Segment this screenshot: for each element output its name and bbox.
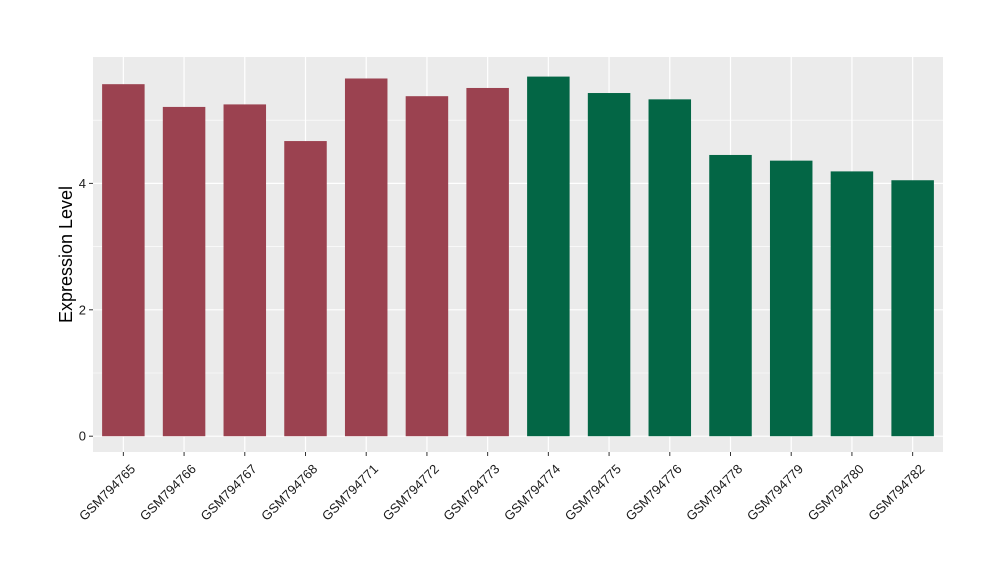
- x-tick-label: GSM794767: [197, 461, 259, 523]
- bar-GSM794782: [891, 180, 934, 437]
- bar-GSM794766: [162, 106, 206, 437]
- bar-GSM794773: [466, 87, 509, 437]
- x-tick-label: GSM794771: [319, 461, 381, 523]
- y-tick-label: 0: [79, 429, 86, 444]
- bars: [102, 76, 934, 437]
- bar-GSM794772: [405, 96, 449, 437]
- y-tick-label: 2: [79, 302, 86, 317]
- bar-GSM794778: [709, 154, 752, 437]
- x-tick-label: GSM794765: [76, 461, 138, 523]
- bar-GSM794780: [830, 171, 874, 437]
- bar-GSM794767: [223, 104, 267, 437]
- x-tick-label: GSM794775: [562, 461, 624, 523]
- x-tick-label: GSM794782: [865, 461, 927, 523]
- x-tick-label: GSM794780: [805, 461, 867, 523]
- bar-GSM794774: [527, 76, 570, 437]
- y-axis-title: Expression Level: [56, 186, 76, 323]
- x-tick-label: GSM794768: [258, 461, 320, 523]
- bar-GSM794779: [769, 160, 813, 437]
- x-tick-label: GSM794776: [622, 461, 684, 523]
- x-tick-label: GSM794773: [440, 461, 502, 523]
- x-tick-label: GSM794772: [380, 461, 442, 523]
- y-tick-label: 4: [79, 176, 86, 191]
- bar-GSM794776: [648, 99, 692, 437]
- bar-GSM794771: [344, 78, 388, 437]
- x-tick-label: GSM794779: [744, 461, 806, 523]
- x-tick-label: GSM794766: [137, 461, 199, 523]
- x-tick-label: GSM794778: [683, 461, 745, 523]
- bar-GSM794775: [587, 93, 631, 437]
- bar-GSM794765: [102, 84, 145, 437]
- bar-GSM794768: [284, 141, 327, 437]
- x-tick-label: GSM794774: [501, 461, 563, 523]
- plot-panel: [93, 57, 943, 452]
